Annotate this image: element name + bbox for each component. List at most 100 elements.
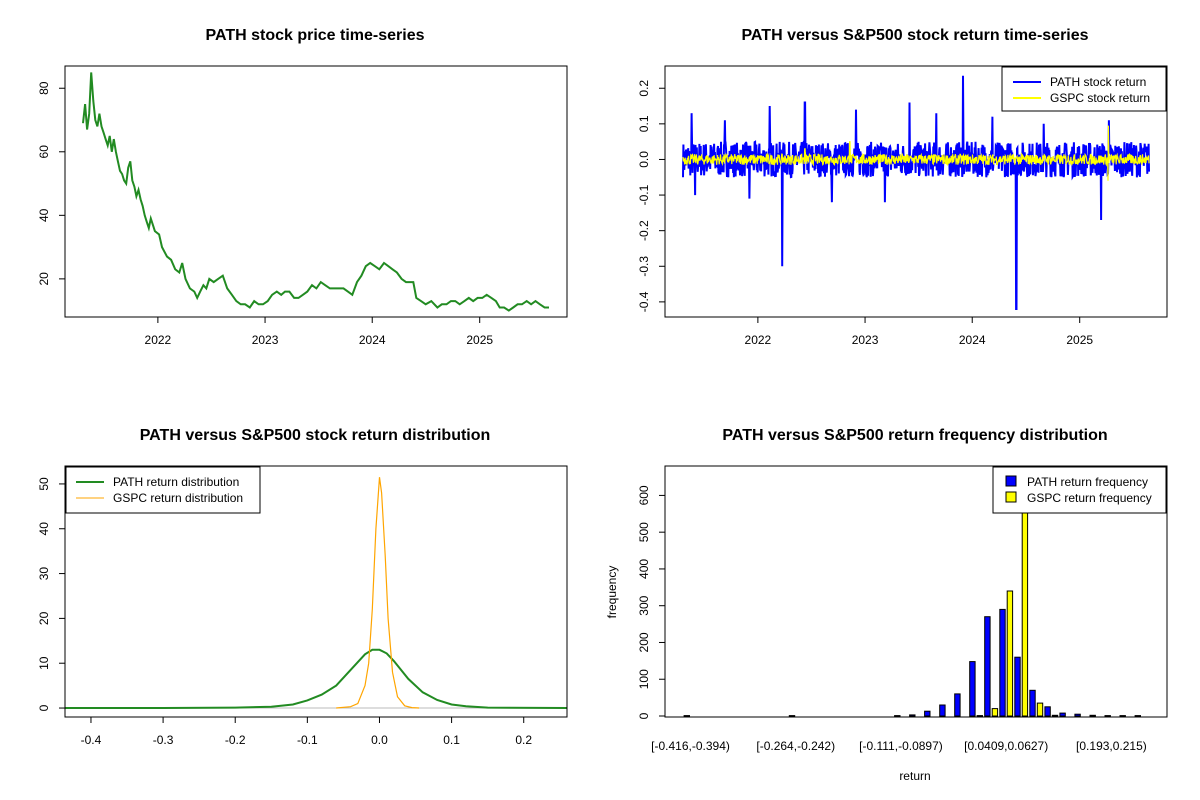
- frequency-x-tick-label: [0.193,0.215): [1076, 739, 1147, 753]
- price-x-tick-label: 2025: [466, 333, 493, 347]
- frequency-plot-frame: [664, 465, 1168, 718]
- frequency-x-tick-label: [-0.264,-0.242): [756, 739, 835, 753]
- density-y-tick-label: 40: [37, 522, 51, 536]
- price-y-tick-label: 20: [37, 272, 51, 286]
- gspc-frequency-bar: [1021, 466, 1029, 717]
- frequency-y-tick-label: 300: [637, 595, 651, 615]
- path-frequency-bar: [1059, 712, 1066, 717]
- price-x-tick-label: 2024: [359, 333, 386, 347]
- density-x-tick-label: -0.3: [153, 733, 174, 747]
- legend-swatch-path-frequency: [1005, 475, 1017, 487]
- legend-label-gspc-return: GSPC stock return: [1050, 91, 1150, 105]
- density-plot-frame: [64, 465, 568, 718]
- frequency-chart-title: PATH versus S&P500 return frequency dist…: [722, 427, 1107, 444]
- frequency-x-tick-label: [-0.416,-0.394): [651, 739, 730, 753]
- path-frequency-bar: [969, 661, 976, 717]
- panel-return-density: PATH versus S&P500 stock return distribu…: [37, 427, 568, 747]
- legend-swatch-gspc-frequency: [1005, 491, 1017, 503]
- frequency-plot-area: [-0.416,-0.394) [-0.264,-0.242) [-0.111,-0…: [637, 466, 1147, 753]
- frequency-x-tick-label: [-0.111,-0.0897): [859, 739, 943, 753]
- frequency-legend-box: [992, 466, 1167, 514]
- legend-label-gspc-frequency: GSPC return frequency: [1027, 491, 1152, 505]
- return-ts-y-tick-label: -0.1: [637, 184, 651, 205]
- frequency-y-axis-label: frequency: [605, 566, 619, 619]
- density-legend-box: [65, 466, 261, 514]
- return-ts-chart-title: PATH versus S&P500 stock return time-ser…: [741, 27, 1088, 44]
- density-y-tick-label: 50: [37, 477, 51, 491]
- path-frequency-bar: [954, 693, 961, 717]
- frequency-y-tick-label: 600: [637, 485, 651, 505]
- gspc-frequency-bar: [1051, 714, 1059, 717]
- path-density-line: [65, 648, 568, 709]
- gspc-frequency-bar: [991, 708, 999, 717]
- return-ts-legend-box: [1001, 66, 1167, 112]
- frequency-y-tick-label: 100: [637, 669, 651, 689]
- return-ts-y-tick-label: 0.0: [637, 151, 651, 168]
- return-ts-legend: PATH stock return GSPC stock return: [1001, 66, 1167, 112]
- density-y-tick-label: 30: [37, 567, 51, 581]
- legend-label-path-return: PATH stock return: [1050, 75, 1146, 89]
- frequency-bars: [683, 466, 1141, 717]
- path-frequency-bar: [939, 704, 946, 717]
- density-y-tick-label: 0: [37, 704, 51, 711]
- price-plot-area: 2022 2023 2024 2025 20 40 60 80: [37, 72, 549, 347]
- return-ts-plot-area: 2022 2023 2024 2025 -0.4 -0.3 -0.2 -0.1 0.0 0.1 0.…: [637, 75, 1150, 347]
- price-chart-title: PATH stock price time-series: [205, 27, 424, 44]
- gspc-return-series-line: [682, 125, 1150, 181]
- return-ts-x-tick-label: 2022: [745, 333, 772, 347]
- price-y-tick-label: 60: [37, 145, 51, 159]
- return-ts-x-tick-label: 2025: [1066, 333, 1093, 347]
- return-ts-y-tick-label: 0.2: [637, 80, 651, 97]
- path-frequency-bar: [1044, 706, 1051, 717]
- price-x-tick-label: 2023: [252, 333, 279, 347]
- density-x-tick-label: 0.1: [443, 733, 460, 747]
- density-y-tick-label: 20: [37, 611, 51, 625]
- frequency-y-tick-label: 0: [637, 712, 651, 719]
- return-ts-plot-frame: [664, 65, 1168, 318]
- legend-label-path-density: PATH return distribution: [113, 475, 239, 489]
- frequency-x-axis-label: return: [899, 769, 930, 783]
- price-y-tick-label: 80: [37, 81, 51, 95]
- frequency-y-tick-label: 400: [637, 559, 651, 579]
- legend-label-gspc-density: GSPC return distribution: [113, 491, 243, 505]
- density-y-tick-label: 10: [37, 656, 51, 670]
- legend-label-path-frequency: PATH return frequency: [1027, 475, 1148, 489]
- panel-return-frequency: PATH versus S&P500 return frequency dist…: [605, 427, 1168, 783]
- price-x-tick-label: 2022: [145, 333, 172, 347]
- frequency-x-tick-label: [0.0409,0.0627): [964, 739, 1048, 753]
- path-frequency-bar: [924, 710, 931, 717]
- return-ts-y-tick-label: -0.4: [637, 291, 651, 312]
- gspc-frequency-bar: [1036, 702, 1044, 717]
- price-plot-frame: [64, 65, 568, 318]
- path-frequency-bar: [1029, 689, 1036, 717]
- price-series-line: [82, 72, 549, 312]
- price-y-tick-label: 40: [37, 208, 51, 222]
- density-x-tick-label: 0.0: [371, 733, 388, 747]
- gspc-frequency-bar: [1006, 590, 1014, 717]
- panel-price: PATH stock price time-series 2022 2023 202…: [37, 27, 568, 347]
- frequency-y-tick-label: 200: [637, 632, 651, 652]
- density-chart-title: PATH versus S&P500 stock return distribu…: [140, 427, 491, 444]
- frequency-legend: PATH return frequency GSPC return freque…: [992, 466, 1167, 514]
- path-frequency-bar: [909, 714, 916, 717]
- return-ts-y-tick-label: -0.2: [637, 220, 651, 241]
- path-frequency-bar: [999, 608, 1006, 717]
- density-x-tick-label: -0.1: [297, 733, 318, 747]
- path-frequency-bar: [984, 616, 991, 717]
- return-ts-y-tick-label: -0.3: [637, 256, 651, 277]
- return-ts-x-tick-label: 2024: [959, 333, 986, 347]
- path-frequency-bar: [1014, 656, 1021, 717]
- density-plot-area: -0.4 -0.3 -0.2 -0.1 0.0 0.1 0.2 0 10 20 30 40 50: [37, 477, 568, 747]
- gspc-density-line: [336, 477, 420, 709]
- path-frequency-bar: [1089, 714, 1096, 717]
- frequency-y-tick-label: 500: [637, 522, 651, 542]
- density-legend: PATH return distribution GSPC return dis…: [65, 466, 261, 514]
- density-x-tick-label: 0.2: [515, 733, 532, 747]
- return-ts-x-tick-label: 2023: [852, 333, 879, 347]
- panel-return-ts: PATH versus S&P500 stock return time-ser…: [637, 27, 1168, 347]
- density-x-tick-label: -0.2: [225, 733, 246, 747]
- density-x-tick-label: -0.4: [81, 733, 102, 747]
- return-ts-y-tick-label: 0.1: [637, 115, 651, 132]
- path-frequency-bar: [1074, 713, 1081, 717]
